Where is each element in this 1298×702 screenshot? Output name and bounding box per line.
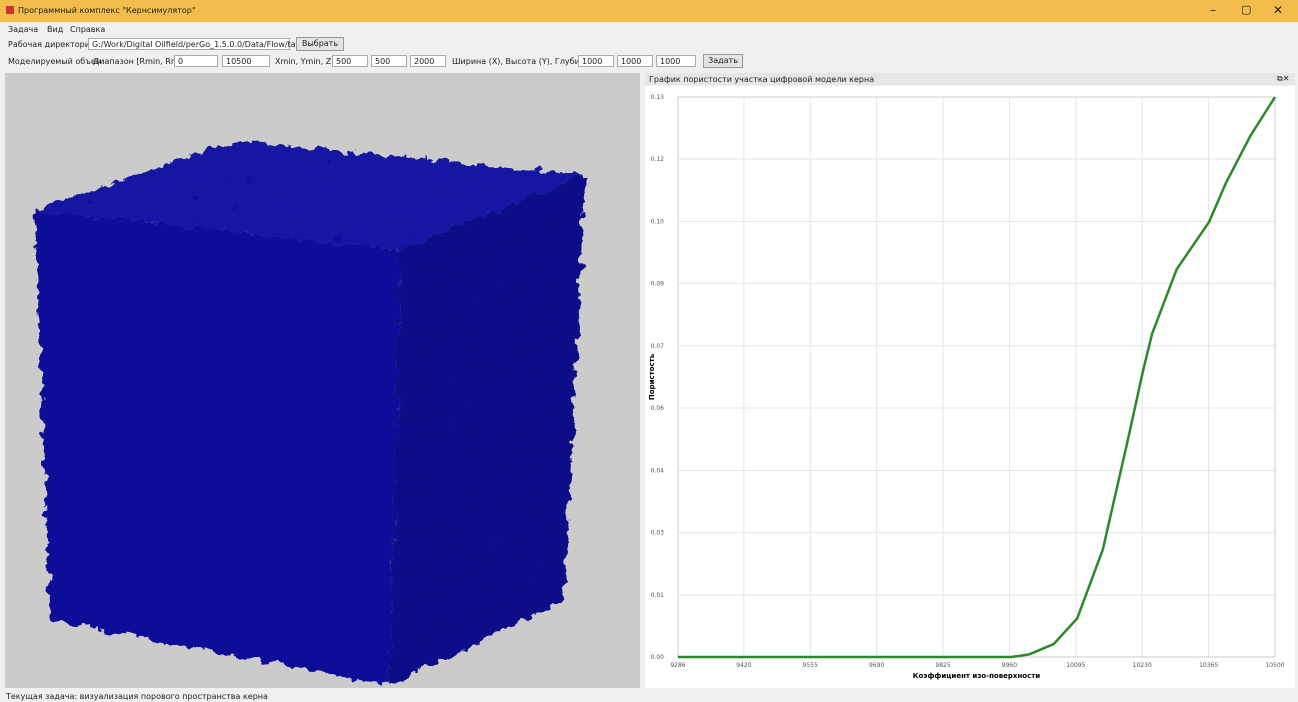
dock-title: График пористости участка цифровой модел… xyxy=(649,75,874,84)
dock-title-bar: График пористости участка цифровой модел… xyxy=(645,73,1295,85)
y-tick-label: 0.03 xyxy=(651,530,665,537)
spin-field[interactable]: 500 xyxy=(371,55,407,67)
y-tick-label: 0.12 xyxy=(651,156,665,163)
chart-background xyxy=(645,86,1295,688)
spin-field[interactable]: 2000 xyxy=(410,55,446,67)
x-tick-label: 10500 xyxy=(1265,662,1284,669)
dock-buttons[interactable]: ⧉✕ xyxy=(1277,74,1289,84)
menu-item[interactable]: Задача xyxy=(8,25,38,34)
button[interactable]: Выбрать xyxy=(296,37,344,51)
y-tick-label: 0.10 xyxy=(651,218,665,225)
maximize[interactable]: ▢ xyxy=(1241,3,1251,16)
workdir-field[interactable]: G:/Work/Digital Oilfield/perGo_1.5.0.0/D… xyxy=(88,38,290,50)
x-tick-label: 9555 xyxy=(803,662,818,669)
y-tick-label: 0.01 xyxy=(651,592,665,599)
spin-field[interactable]: 1000 xyxy=(656,55,696,67)
app-icon xyxy=(6,6,14,14)
app-window: Программный комплекс "Кернсимулятор" – ▢… xyxy=(0,0,1298,702)
button[interactable]: Задать xyxy=(703,54,743,68)
x-tick-label: 9690 xyxy=(869,662,884,669)
spin-field[interactable]: 10500 xyxy=(222,55,270,67)
spin-field[interactable]: 1000 xyxy=(578,55,614,67)
minimize[interactable]: – xyxy=(1210,3,1216,17)
title-bar: Программный комплекс "Кернсимулятор" – ▢… xyxy=(0,0,1298,22)
cube-left xyxy=(35,210,400,685)
spin-field[interactable]: 0 xyxy=(174,55,218,67)
y-tick-label: 0.09 xyxy=(651,281,665,288)
y-tick-label: 0.13 xyxy=(651,94,665,101)
core-cube xyxy=(35,140,585,685)
menu-item[interactable]: Вид xyxy=(47,25,63,34)
x-tick-label: 10095 xyxy=(1066,662,1085,669)
y-tick-label: 0.04 xyxy=(651,467,665,474)
x-tick-label: 9286 xyxy=(670,662,685,669)
render-view xyxy=(5,73,640,688)
y-tick-label: 0.07 xyxy=(651,343,665,350)
x-axis-label: Коэффициент изо-поверхности xyxy=(913,672,1041,680)
window-title: Программный комплекс "Кернсимулятор" xyxy=(18,6,196,15)
label: Рабочая директория: xyxy=(8,40,97,49)
spin-field[interactable]: 1000 xyxy=(617,55,653,67)
chart: 0.00 0.01 0.03 0.04 0.06 0.07 0.09 0.10 0.12 0.13… xyxy=(645,86,1295,688)
y-axis-label: Пористость xyxy=(648,353,656,400)
x-tick-label: 10365 xyxy=(1199,662,1218,669)
x-tick-label: 9825 xyxy=(935,662,950,669)
y-tick-label: 0.06 xyxy=(651,405,665,412)
x-tick-label: 10230 xyxy=(1133,662,1152,669)
x-tick-label: 9420 xyxy=(736,662,751,669)
spin-field[interactable]: 500 xyxy=(332,55,368,67)
label: Моделируемый объем: xyxy=(8,57,105,66)
close[interactable]: ✕ xyxy=(1273,3,1283,17)
y-tick-label: 0.00 xyxy=(651,654,665,661)
menu-item[interactable]: Справка xyxy=(70,25,105,34)
status-bar: Текущая задача: визуализация порового пр… xyxy=(6,692,268,701)
x-tick-label: 9960 xyxy=(1002,662,1017,669)
